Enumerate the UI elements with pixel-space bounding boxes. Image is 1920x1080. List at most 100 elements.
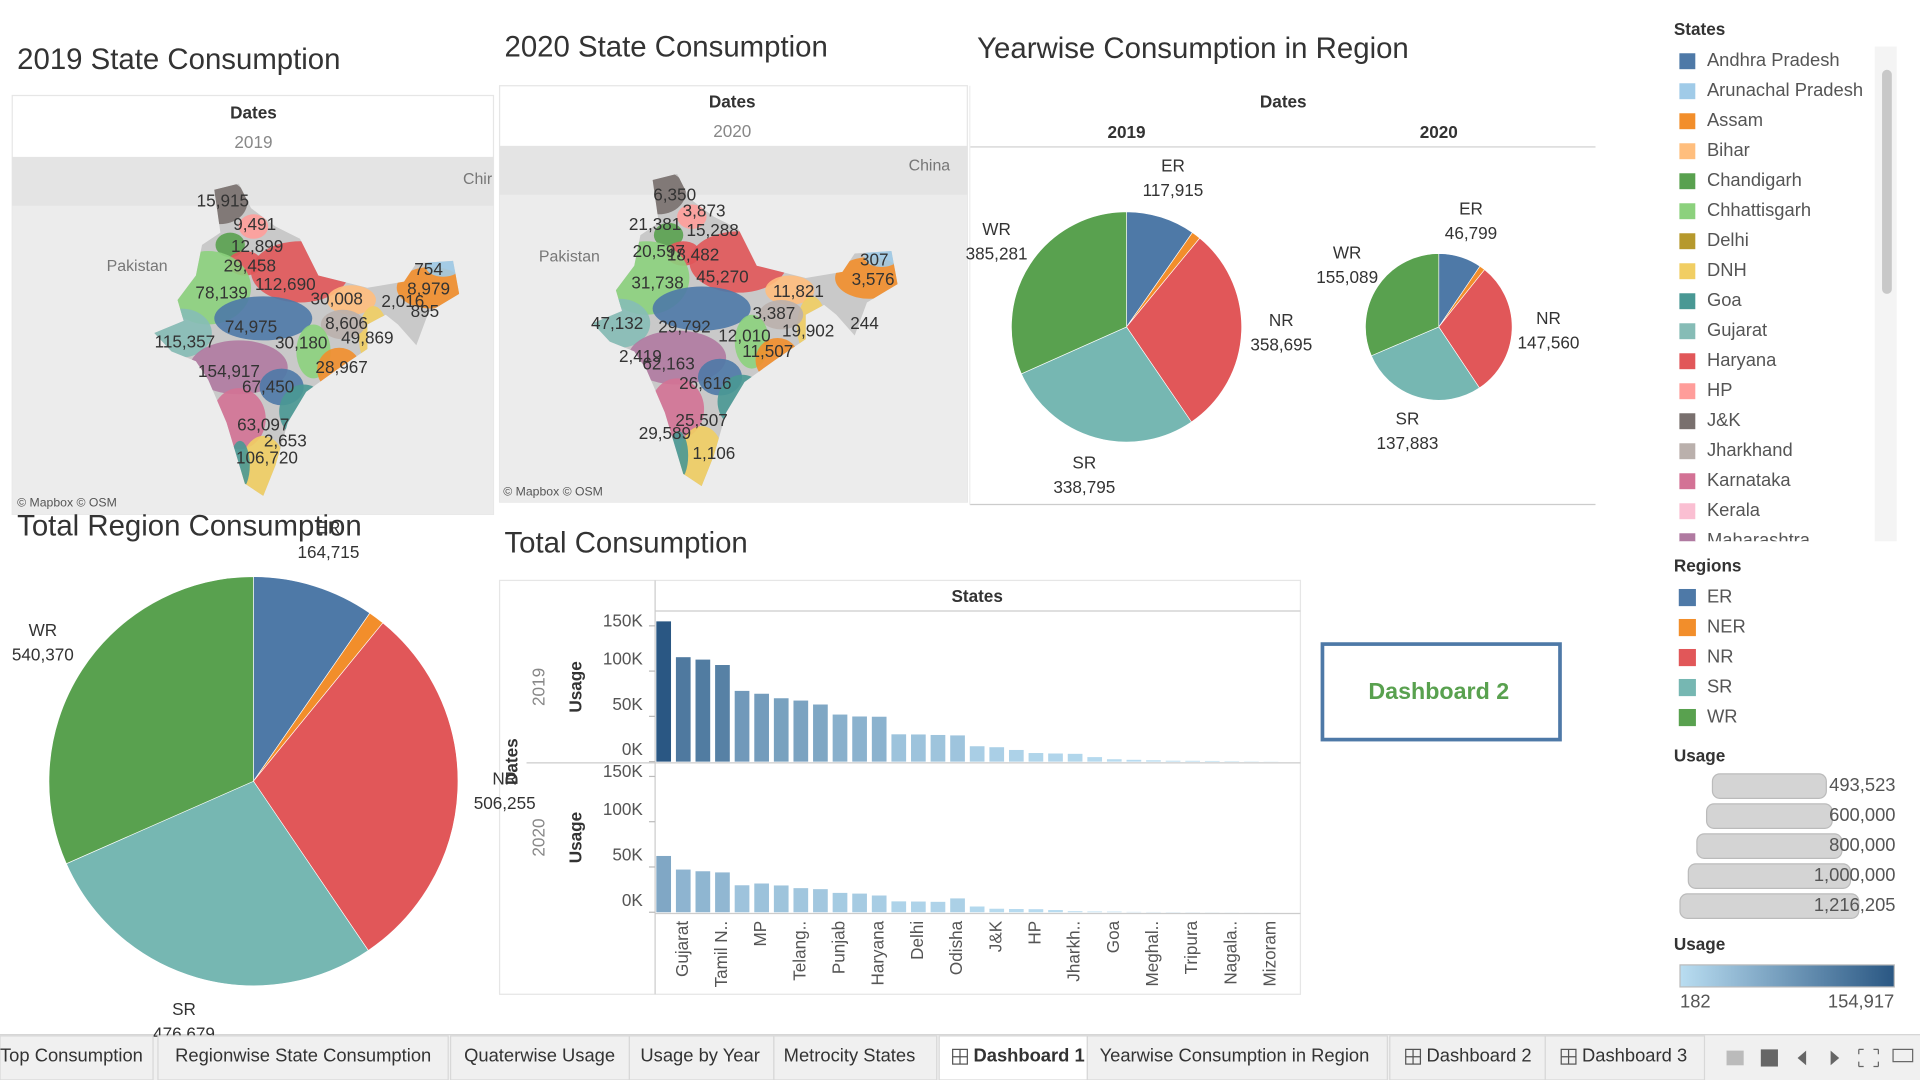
column-header: States: [951, 586, 1002, 606]
legend-label: HP: [1707, 379, 1733, 400]
size-swatch: [1687, 863, 1852, 889]
panel-title: 2020 State Consumption: [504, 31, 827, 64]
y-tick-label: 0K: [622, 739, 644, 759]
slice-name: WR: [1333, 243, 1362, 263]
x-tick-label: Punjab: [829, 921, 849, 974]
icon[interactable]: [1797, 1050, 1807, 1066]
pie-slice: [1365, 253, 1440, 357]
legend-swatch: [1678, 142, 1697, 161]
axis-title: Usage: [565, 661, 585, 712]
y-tick-label: 50K: [612, 694, 643, 714]
dashboard-button[interactable]: [1320, 642, 1562, 742]
state-value-label: 28,967: [315, 357, 367, 377]
tab[interactable]: [938, 1035, 1088, 1080]
bar: [1185, 760, 1200, 762]
state-value-label: 307: [860, 249, 889, 269]
legend-swatch: [1678, 442, 1697, 461]
legend-label: Karnataka: [1707, 469, 1791, 490]
tab[interactable]: [450, 1035, 630, 1080]
state-value-label: 8,606: [325, 313, 368, 333]
icon[interactable]: [1760, 1049, 1778, 1067]
slice-value: 117,915: [1143, 180, 1204, 200]
tab-label[interactable]: Quaterwise Usage: [464, 1045, 615, 1066]
tab[interactable]: [1389, 1035, 1546, 1080]
icon[interactable]: [1830, 1050, 1840, 1066]
scrollbar-thumb[interactable]: [1882, 69, 1892, 294]
icon[interactable]: [1858, 1048, 1879, 1068]
tab-label[interactable]: Dashboard 1: [973, 1045, 1084, 1066]
tab[interactable]: [0, 1035, 154, 1080]
bar: [871, 895, 887, 913]
y-tick-label: 150K: [603, 761, 644, 781]
tab-label[interactable]: Regionwise State Consumption: [175, 1045, 431, 1066]
bar: [754, 693, 769, 762]
tab-label[interactable]: Dashboard 3: [1582, 1045, 1687, 1066]
bar: [1087, 757, 1103, 762]
tab[interactable]: [628, 1035, 775, 1080]
tab[interactable]: [157, 1035, 449, 1080]
pie-slice: [1011, 211, 1127, 375]
legend-label: Chhattisgarh: [1707, 199, 1811, 220]
tab-label[interactable]: Top Consumption: [0, 1045, 143, 1066]
slice-value: 358,695: [1250, 335, 1312, 355]
bar: [911, 901, 926, 913]
bar: [773, 885, 789, 913]
legend-label: Chandigarh: [1707, 169, 1802, 190]
state-area: [759, 300, 804, 330]
bar: [715, 872, 730, 913]
bar: [1008, 749, 1024, 762]
state-area: [238, 214, 269, 239]
legend-label: Maharashtra: [1707, 529, 1811, 550]
bar: [1106, 911, 1122, 913]
state-area: [835, 257, 898, 299]
state-value-label: 18,482: [667, 244, 719, 264]
states-legend: Andhra Pradesh Arunachal Pradesh Assam Biha…: [1678, 49, 1863, 550]
state-value-label: 30,180: [275, 333, 327, 353]
state-value-label: 49,869: [341, 328, 393, 348]
tab-label[interactable]: Dashboard 2: [1427, 1045, 1532, 1066]
legend-label: 1,216,205: [1814, 894, 1896, 915]
size-swatch: [1705, 803, 1833, 829]
tab-icon: [1561, 1049, 1576, 1065]
tab-label[interactable]: Metrocity States: [784, 1045, 916, 1066]
map-attribution: © Mapbox © OSM: [503, 484, 603, 498]
state-value-label: 106,720: [236, 448, 298, 468]
x-tick-label: Meghal..: [1142, 921, 1162, 987]
tab[interactable]: [1544, 1035, 1706, 1080]
column-value: 2019: [234, 132, 272, 152]
legend-label: SR: [1707, 675, 1733, 696]
bar: [911, 734, 926, 762]
tab[interactable]: [773, 1035, 938, 1080]
state-value-label: 29,589: [639, 423, 691, 443]
bar: [852, 893, 867, 913]
state-value-label: 154,917: [198, 361, 260, 381]
slice-name: WR: [29, 620, 58, 640]
slice-value: 338,795: [1053, 477, 1115, 497]
x-tick-label: Nagala..: [1220, 921, 1240, 985]
tab-label[interactable]: Usage by Year: [640, 1045, 759, 1066]
button-label[interactable]: Dashboard 2: [1368, 678, 1509, 704]
y-tick-label: 50K: [612, 844, 643, 864]
bar: [969, 906, 985, 913]
bar: [1087, 911, 1103, 913]
icon[interactable]: [1726, 1050, 1744, 1066]
axis-title: Usage: [565, 812, 585, 863]
tab-icon: [1405, 1049, 1421, 1065]
row-label: 2020: [529, 818, 549, 856]
bar: [1106, 759, 1122, 762]
state-area: [326, 285, 376, 315]
legend-label: 600,000: [1829, 804, 1895, 825]
column-header: Dates: [1260, 91, 1307, 111]
state-value-label: 31,738: [631, 273, 683, 293]
panel-title: 2019 State Consumption: [17, 43, 340, 76]
tab-label[interactable]: Yearwise Consumption in Region: [1100, 1045, 1370, 1066]
bar: [813, 889, 828, 913]
x-tick-label: HP: [1024, 921, 1044, 945]
bar: [832, 714, 848, 762]
tab[interactable]: [1086, 1035, 1388, 1080]
legend-title: Regions: [1674, 555, 1742, 575]
icon[interactable]: [1892, 1048, 1914, 1063]
toolbar-icons[interactable]: [1726, 1048, 1914, 1068]
slice-value: 46,799: [1445, 223, 1497, 243]
